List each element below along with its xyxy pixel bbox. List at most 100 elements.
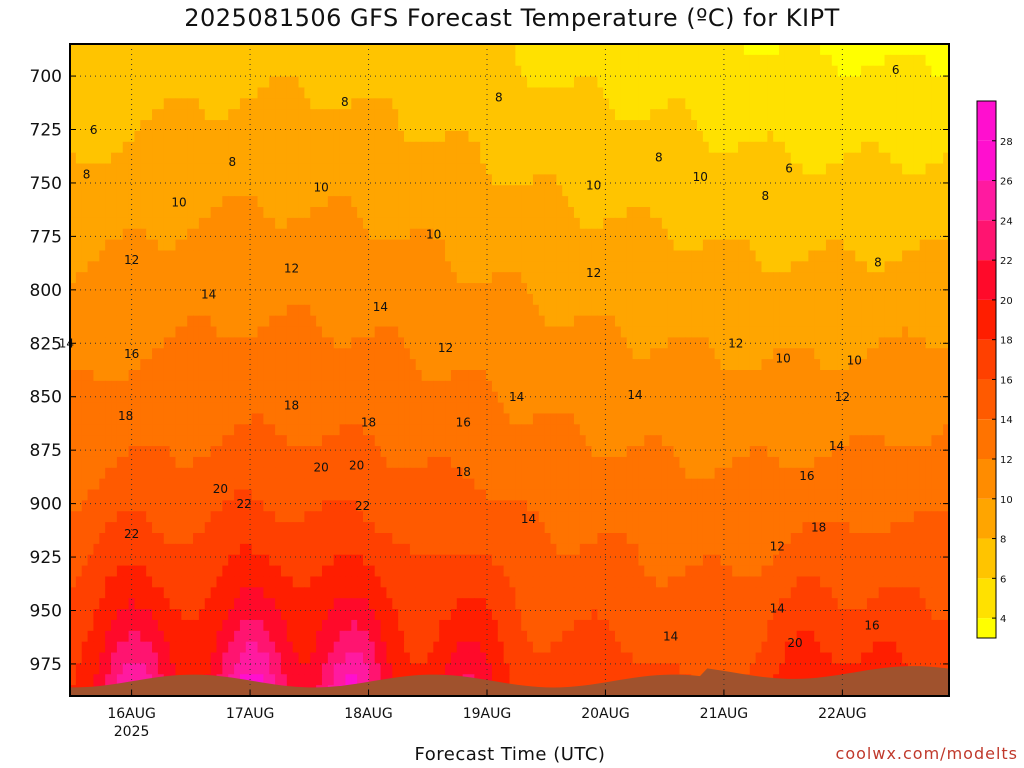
field-cell xyxy=(913,76,921,89)
field-cell xyxy=(808,315,815,328)
field-cell xyxy=(345,141,352,154)
field-cell xyxy=(515,348,522,360)
field-cell xyxy=(462,44,470,56)
field-cell xyxy=(644,337,651,349)
field-cell xyxy=(99,65,106,78)
field-cell xyxy=(685,337,692,349)
field-cell xyxy=(767,109,774,121)
field-cell xyxy=(75,348,83,360)
field-cell xyxy=(872,207,880,219)
field-cell xyxy=(902,261,909,273)
field-cell xyxy=(679,109,686,121)
field-cell xyxy=(275,391,282,404)
field-cell xyxy=(269,87,276,99)
field-cell xyxy=(105,402,112,415)
field-cell xyxy=(802,120,809,132)
field-cell xyxy=(609,359,616,371)
field-cell xyxy=(122,130,130,143)
field-cell xyxy=(626,174,634,186)
field-cell xyxy=(251,239,259,252)
field-cell xyxy=(779,174,786,186)
field-cell xyxy=(380,207,388,219)
field-cell xyxy=(468,293,475,306)
field-cell xyxy=(661,250,669,262)
field-cell xyxy=(913,65,921,78)
field-cell xyxy=(884,261,891,273)
field-cell xyxy=(755,87,763,99)
field-cell xyxy=(321,228,329,241)
field-cell xyxy=(480,283,487,295)
field-cell xyxy=(228,337,235,349)
field-cell xyxy=(779,152,786,165)
field-cell xyxy=(398,130,405,143)
field-cell xyxy=(415,359,423,371)
field-cell xyxy=(169,370,177,382)
field-cell xyxy=(790,315,798,328)
field-cell xyxy=(222,207,229,219)
field-cell xyxy=(937,239,944,252)
field-cell xyxy=(75,304,83,317)
field-cell xyxy=(491,315,499,328)
field-cell xyxy=(743,217,751,230)
field-cell xyxy=(286,207,294,219)
field-cell xyxy=(81,391,89,404)
field-cell xyxy=(761,141,768,154)
field-cell xyxy=(755,283,763,295)
field-cell xyxy=(93,87,100,99)
field-cell xyxy=(743,109,751,121)
field-cell xyxy=(421,163,429,175)
field-cell xyxy=(169,207,177,219)
field-cell xyxy=(761,380,768,393)
field-cell xyxy=(626,163,634,175)
field-cell xyxy=(75,120,83,132)
field-cell xyxy=(796,272,804,284)
field-cell xyxy=(626,239,634,252)
field-cell xyxy=(650,250,657,262)
field-cell xyxy=(87,391,95,404)
field-cell xyxy=(784,76,792,89)
field-cell xyxy=(321,391,329,404)
field-cell xyxy=(228,250,235,262)
field-cell xyxy=(831,87,839,99)
field-cell xyxy=(784,185,792,197)
field-cell xyxy=(667,272,675,284)
field-cell xyxy=(163,54,171,67)
field-cell xyxy=(263,283,270,295)
field-cell xyxy=(445,152,452,165)
field-cell xyxy=(310,207,317,219)
field-cell xyxy=(216,370,223,382)
field-cell xyxy=(263,293,270,306)
field-cell xyxy=(380,87,388,99)
field-cell xyxy=(228,152,235,165)
field-cell xyxy=(656,272,663,284)
field-cell xyxy=(902,239,909,252)
field-cell xyxy=(210,120,218,132)
field-cell xyxy=(292,152,300,165)
field-cell xyxy=(421,120,429,132)
field-cell xyxy=(257,359,264,371)
field-cell xyxy=(579,185,587,197)
field-cell xyxy=(433,228,440,241)
field-cell xyxy=(872,163,880,175)
field-cell xyxy=(122,326,130,338)
field-cell xyxy=(738,152,745,165)
field-cell xyxy=(767,250,774,262)
field-cell xyxy=(87,315,95,328)
field-cell xyxy=(292,185,300,197)
field-cell xyxy=(656,380,663,393)
field-cell xyxy=(439,44,446,56)
field-cell xyxy=(433,380,440,393)
field-cell xyxy=(685,283,692,295)
field-cell xyxy=(392,293,399,306)
field-cell xyxy=(357,370,364,382)
field-cell xyxy=(796,261,804,273)
field-cell xyxy=(75,272,83,284)
field-cell xyxy=(532,44,540,56)
field-cell xyxy=(292,163,300,175)
field-cell xyxy=(181,250,188,262)
field-cell xyxy=(292,315,300,328)
field-cell xyxy=(720,304,727,317)
field-cell xyxy=(790,174,798,186)
field-cell xyxy=(679,120,686,132)
field-cell xyxy=(368,250,376,262)
